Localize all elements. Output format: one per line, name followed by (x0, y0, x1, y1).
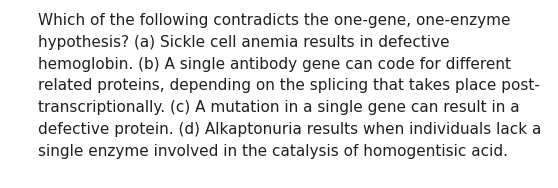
Text: hemoglobin. (b) A single antibody gene can code for different: hemoglobin. (b) A single antibody gene c… (38, 57, 511, 72)
Text: hypothesis? (a) Sickle cell anemia results in defective: hypothesis? (a) Sickle cell anemia resul… (38, 35, 450, 50)
Text: transcriptionally. (c) A mutation in a single gene can result in a: transcriptionally. (c) A mutation in a s… (38, 100, 519, 115)
Text: related proteins, depending on the splicing that takes place post-: related proteins, depending on the splic… (38, 78, 540, 93)
Text: Which of the following contradicts the one-gene, one-enzyme: Which of the following contradicts the o… (38, 13, 511, 28)
Text: single enzyme involved in the catalysis of homogentisic acid.: single enzyme involved in the catalysis … (38, 144, 508, 159)
Text: defective protein. (d) Alkaptonuria results when individuals lack a: defective protein. (d) Alkaptonuria resu… (38, 122, 541, 137)
